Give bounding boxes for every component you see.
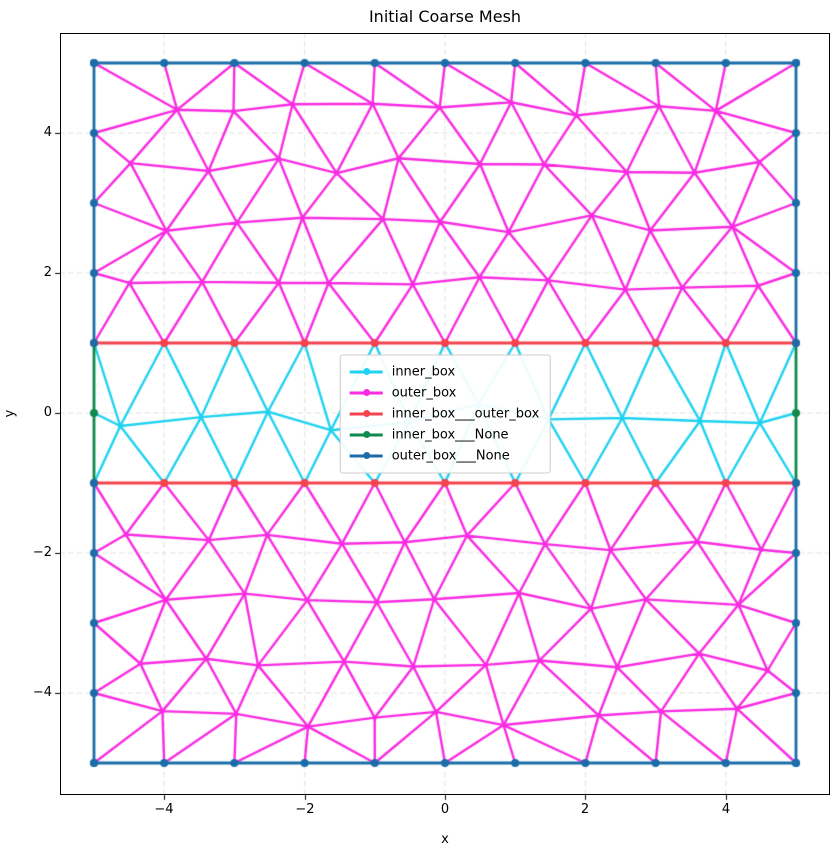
- legend-line-sample: [349, 431, 383, 439]
- legend-marker-dot-icon: [362, 410, 370, 418]
- legend-line-sample: [349, 389, 383, 397]
- legend-label: inner_box___outer_box: [391, 406, 540, 422]
- legend-item: inner_box___outer_box: [349, 404, 540, 425]
- legend-item: outer_box___None: [349, 446, 540, 467]
- legend-label: inner_box___None: [391, 427, 509, 443]
- legend-item: outer_box: [349, 383, 540, 404]
- legend-marker-dot-icon: [362, 389, 370, 397]
- legend-label: outer_box: [391, 385, 457, 401]
- legend-line-sample: [349, 368, 383, 376]
- x-tick-label: −2: [295, 802, 315, 817]
- legend-label: outer_box___None: [391, 448, 510, 464]
- legend-marker-dot-icon: [362, 452, 370, 460]
- y-axis-label: y: [2, 409, 18, 418]
- x-tick-label: 4: [721, 802, 731, 817]
- legend-item: inner_box___None: [349, 425, 540, 446]
- legend-item: inner_box: [349, 362, 540, 383]
- legend-line-sample: [349, 410, 383, 418]
- y-tick-label: 0: [43, 405, 52, 420]
- legend-marker-dot-icon: [362, 431, 370, 439]
- y-tick-label: 4: [43, 125, 52, 140]
- x-tick-label: 0: [440, 802, 450, 817]
- x-axis-label: x: [441, 832, 449, 847]
- x-tick-label: 2: [580, 802, 590, 817]
- plot-title: Initial Coarse Mesh: [368, 7, 522, 26]
- legend-marker-dot-icon: [362, 368, 370, 376]
- legend-line-sample: [349, 452, 383, 460]
- x-tick-label: −4: [154, 802, 174, 817]
- legend-box: inner_box outer_box inner_box___outer_bo…: [339, 354, 551, 474]
- y-tick-label: −4: [32, 685, 52, 700]
- legend-label: inner_box: [391, 364, 456, 380]
- y-tick-label: −2: [32, 545, 52, 560]
- y-tick-label: 2: [43, 265, 52, 280]
